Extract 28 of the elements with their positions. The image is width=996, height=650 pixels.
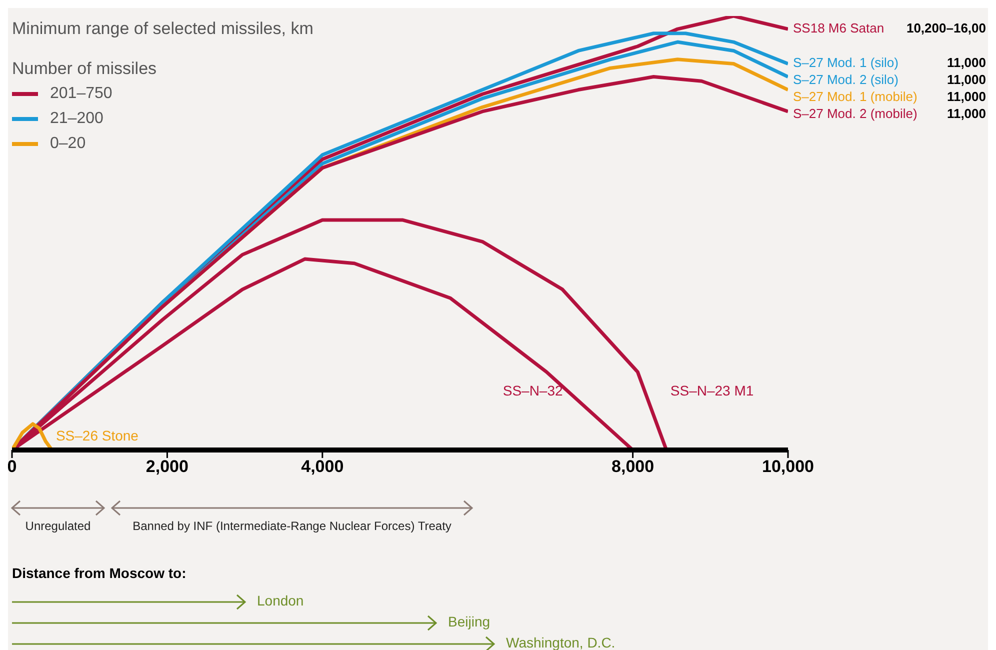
- x-tick-label: 10,000: [762, 457, 814, 476]
- series-label: S–27 Mod. 2 (mobile): [793, 106, 918, 122]
- x-tick-label: 0: [7, 457, 17, 476]
- x-tick-label: 8,000: [612, 457, 654, 476]
- text: 11,000: [946, 106, 986, 122]
- annotation: 0–20: [50, 135, 86, 152]
- x-tick-label: 4,000: [301, 457, 344, 476]
- series-label: SS18 M6 Satan: [793, 20, 884, 36]
- annotation: 201–750: [50, 85, 112, 102]
- x-tick-label: 2,000: [146, 457, 188, 476]
- chart-title: Minimum range of selected missiles, km: [12, 19, 314, 38]
- series-label: S–27 Mod. 1 (silo): [793, 55, 898, 70]
- text: Banned by INF (Intermediate-Range Nuclear Forces) Treaty: [132, 519, 452, 533]
- legend-title: Number of missiles: [12, 59, 157, 78]
- series-label: SS–26 Stone: [56, 428, 139, 444]
- series-label: S–27 Mod. 1 (mobile): [793, 89, 918, 104]
- text: 11,000: [946, 89, 986, 104]
- series-label: S–27 Mod. 2 (silo): [793, 72, 898, 88]
- text: 11,000: [946, 72, 986, 88]
- text: Beijing: [448, 614, 490, 630]
- text: 10,200–16,00: [906, 20, 986, 36]
- series-label: SS–N–32: [502, 382, 564, 399]
- text: Unregulated: [25, 519, 91, 533]
- annotation: 21–200: [50, 110, 104, 128]
- series-label: SS–N–23 M1: [670, 382, 754, 399]
- text: Distance from Moscow to:: [12, 565, 186, 581]
- text: 11,000: [946, 55, 986, 70]
- text: London: [257, 592, 304, 609]
